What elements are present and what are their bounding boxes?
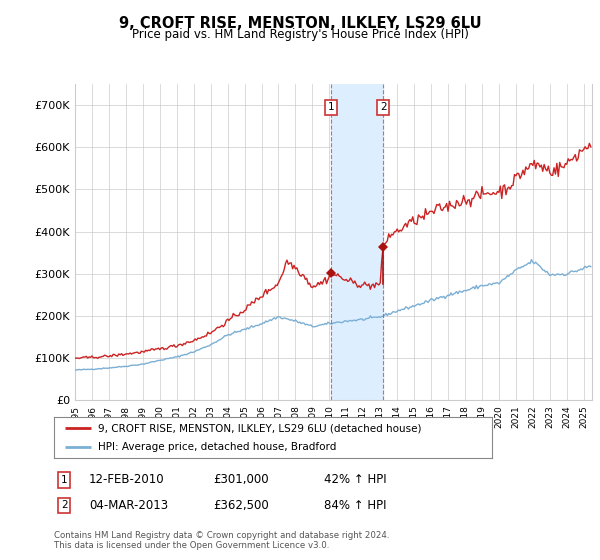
Text: 04-MAR-2013: 04-MAR-2013 [89, 498, 168, 512]
Text: 84% ↑ HPI: 84% ↑ HPI [324, 498, 386, 512]
Text: 9, CROFT RISE, MENSTON, ILKLEY, LS29 6LU (detached house): 9, CROFT RISE, MENSTON, ILKLEY, LS29 6LU… [98, 423, 421, 433]
Text: 1: 1 [328, 102, 335, 112]
Text: 12-FEB-2010: 12-FEB-2010 [89, 473, 164, 487]
Bar [331, 84, 383, 400]
Text: 1: 1 [61, 475, 68, 485]
Text: Price paid vs. HM Land Registry's House Price Index (HPI): Price paid vs. HM Land Registry's House … [131, 28, 469, 41]
Text: £362,500: £362,500 [213, 498, 269, 512]
Text: 2: 2 [380, 102, 386, 112]
Text: 2: 2 [61, 500, 68, 510]
Text: 42% ↑ HPI: 42% ↑ HPI [324, 473, 386, 487]
Text: HPI: Average price, detached house, Bradford: HPI: Average price, detached house, Brad… [98, 442, 336, 451]
Text: 9, CROFT RISE, MENSTON, ILKLEY, LS29 6LU: 9, CROFT RISE, MENSTON, ILKLEY, LS29 6LU [119, 16, 481, 31]
Text: Contains HM Land Registry data © Crown copyright and database right 2024.
This d: Contains HM Land Registry data © Crown c… [54, 531, 389, 550]
Text: £301,000: £301,000 [213, 473, 269, 487]
